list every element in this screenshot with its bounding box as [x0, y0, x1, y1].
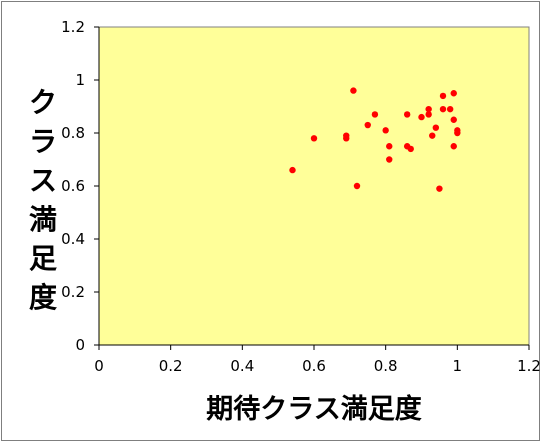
- y-tick-label: 0.4: [61, 230, 85, 248]
- y-tick-label: 0.2: [61, 283, 85, 301]
- data-point: [432, 124, 440, 131]
- y-tick-label: 0: [75, 336, 85, 354]
- data-point: [343, 135, 350, 142]
- data-point: [425, 105, 432, 113]
- x-tick-label: 0.4: [230, 357, 254, 375]
- data-point: [439, 105, 447, 113]
- data-point: [407, 145, 414, 153]
- data-point: [386, 156, 393, 163]
- y-tick-label: 1.2: [61, 18, 85, 36]
- x-tick-label: 1.2: [517, 357, 541, 375]
- data-point: [450, 90, 457, 97]
- plot-area: [98, 26, 530, 346]
- x-tick-label: 1: [453, 357, 463, 375]
- data-point: [364, 121, 371, 129]
- data-point: [418, 113, 425, 121]
- y-tick-label: 0.6: [61, 177, 85, 195]
- data-point: [350, 87, 357, 94]
- y-axis-title-char: ス: [29, 164, 57, 197]
- data-points: [289, 87, 461, 192]
- data-point: [454, 129, 461, 137]
- x-tick-label: 0: [94, 357, 104, 375]
- x-tick-label: 0.6: [302, 357, 326, 375]
- data-point: [310, 135, 318, 142]
- y-axis-title-char: 度: [29, 281, 57, 314]
- data-point: [386, 143, 393, 150]
- x-axis-title: 期待クラス満足度: [206, 393, 421, 425]
- x-tick-label: 0.8: [374, 357, 398, 375]
- y-tick-labels: 0 0.2 0.4 0.6 0.8 1 1.2: [61, 18, 85, 354]
- y-axis-title-char: 満: [29, 203, 57, 236]
- y-tick-label: 1: [75, 71, 85, 89]
- data-point: [425, 111, 432, 118]
- data-point: [439, 92, 447, 100]
- y-axis-title-char: 足: [29, 242, 57, 275]
- data-point: [382, 127, 389, 134]
- axes: [94, 26, 530, 350]
- data-point: [403, 111, 411, 118]
- y-axis-title-char: ラ: [29, 125, 57, 158]
- data-point: [436, 185, 443, 192]
- data-point: [450, 143, 457, 150]
- data-point: [353, 182, 361, 190]
- y-axis-title: クラス満足度: [29, 86, 57, 314]
- y-tick-label: 0.8: [61, 124, 85, 142]
- x-tick-label: 0.2: [159, 357, 183, 375]
- data-point: [446, 105, 454, 113]
- data-point: [371, 111, 379, 118]
- data-point: [450, 116, 457, 123]
- y-axis-title-char: ク: [29, 86, 57, 119]
- x-tick-labels: 0 0.2 0.4 0.6 0.8 1 1.2: [94, 357, 541, 375]
- data-point: [289, 166, 296, 174]
- data-point: [429, 132, 436, 139]
